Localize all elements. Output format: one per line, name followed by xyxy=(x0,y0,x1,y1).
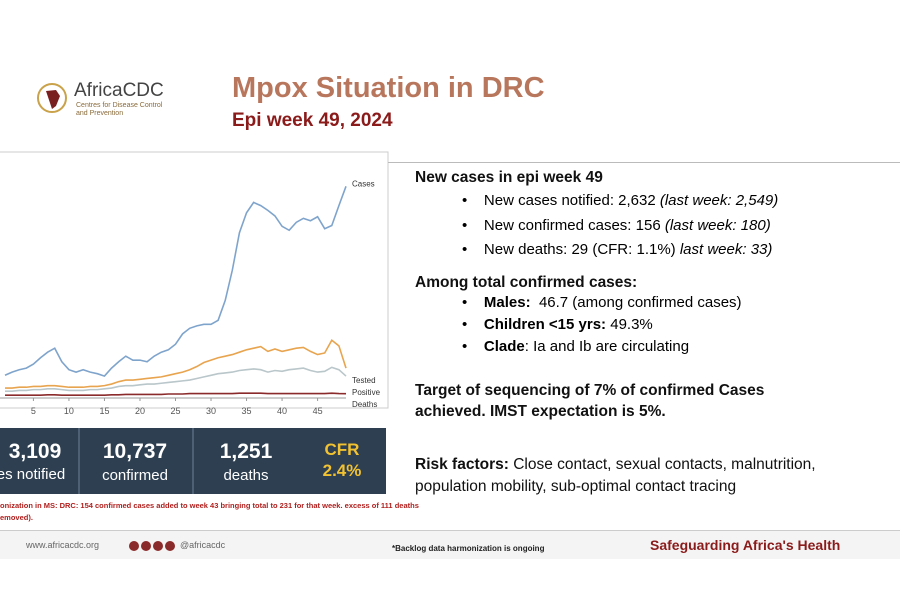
risk-factors: Risk factors: Close contact, sexual cont… xyxy=(415,454,816,498)
x-tick-label: 15 xyxy=(99,406,109,416)
risk-line: population mobility, sub-optimal contact… xyxy=(415,478,737,495)
series-line xyxy=(5,392,347,397)
title: Mpox Situation in DRC xyxy=(232,72,545,104)
chart-frame xyxy=(0,151,389,409)
logo-sub-line: and Prevention xyxy=(76,110,124,117)
series-label: Cases xyxy=(352,179,375,188)
series-label: Positive xyxy=(352,388,381,397)
logo-svg xyxy=(37,83,67,113)
stat-label: deaths xyxy=(223,467,269,484)
stat-value: 1,251 xyxy=(219,440,273,463)
footnote: onization in MS: DRC: 154 confirmed case… xyxy=(0,500,419,524)
bullet-text: : Ia and Ib are circulating xyxy=(524,338,690,355)
sequencing-line: Target of sequencing of 7% of confirmed … xyxy=(415,382,765,399)
series-label: Deaths xyxy=(352,400,377,409)
stat-value: 3,109 xyxy=(8,440,62,463)
x-tick-label: 30 xyxy=(206,406,216,416)
bullet-text: New cases notified: 2,632 xyxy=(483,192,660,209)
social-svg xyxy=(129,541,175,551)
footer-website: www.africacdc.org xyxy=(26,540,100,550)
bullet-bold: Males: xyxy=(483,294,531,311)
bullet: • New confirmed cases: 156 (last week: 1… xyxy=(462,217,771,234)
x-tick-label: 20 xyxy=(135,406,145,416)
cfr-value: 2.4% xyxy=(322,461,362,480)
logo-sub: Centres for Disease Control and Preventio… xyxy=(76,102,162,118)
x-tick-label: 25 xyxy=(170,406,180,416)
bullet: • New deaths: 29 (CFR: 1.1%) last week: … xyxy=(462,241,773,258)
series-label: Tested xyxy=(352,376,376,385)
footer-note: *Backlog data harmonization is ongoing xyxy=(392,544,545,553)
risk-line: Close contact, sexual contacts, malnutri… xyxy=(508,456,816,473)
stat-divider xyxy=(78,428,80,494)
bullet: • Males: 46.7 (among confirmed cases) xyxy=(462,294,742,311)
bullet: • Children <15 yrs: 49.3% xyxy=(462,316,653,333)
footnote-line: emoved). xyxy=(0,513,33,522)
stat-label: confirmed xyxy=(102,467,168,484)
x-tick-label: 45 xyxy=(313,406,323,416)
cfr-label: CFR xyxy=(324,440,360,459)
bullet-bold: Clade xyxy=(483,338,525,355)
series-line xyxy=(4,186,347,378)
logo-text: AfricaCDC xyxy=(74,80,164,101)
x-tick-label: 35 xyxy=(242,406,252,416)
stat-divider xyxy=(192,428,194,494)
series-line xyxy=(5,339,347,389)
bullet-text: New confirmed cases: 156 xyxy=(483,217,665,234)
sequencing-line: achieved. IMST expectation is 5%. xyxy=(415,403,666,420)
subtitle: Epi week 49, 2024 xyxy=(232,110,393,131)
risk-bold: Risk factors: xyxy=(415,456,509,473)
bullet-text: New deaths: 29 (CFR: 1.1%) xyxy=(483,241,680,258)
bullet: • Clade: Ia and Ib are circulating xyxy=(462,338,690,355)
bullet: • New cases notified: 2,632 (last week: … xyxy=(462,192,779,209)
bullet-italic: (last week: 180) xyxy=(664,217,771,234)
sequencing: Target of sequencing of 7% of confirmed … xyxy=(415,380,764,422)
bullet-italic: (last week: 2,549) xyxy=(659,192,779,209)
x-tick-label: 40 xyxy=(277,406,287,416)
stat-value: 10,737 xyxy=(102,440,168,463)
divider xyxy=(388,162,900,163)
section-heading: New cases in epi week 49 xyxy=(415,169,603,186)
footnote-line: onization in MS: DRC: 154 confirmed case… xyxy=(0,501,419,510)
bullet-text: 46.7 (among confirmed cases) xyxy=(530,294,742,311)
bullet-bold: Children <15 yrs: xyxy=(483,316,607,333)
footer-slogan: Safeguarding Africa's Health xyxy=(650,537,841,553)
footer-handle: @africacdc xyxy=(180,540,226,550)
stat-label: es notified xyxy=(0,466,66,483)
series-line xyxy=(5,366,347,393)
section-heading: Among total confirmed cases: xyxy=(415,274,638,291)
chart: 5 10 15 20 25 30 35 40 45 Cases Tested Positive Deat… xyxy=(0,151,389,416)
bullet-text: 49.3% xyxy=(606,316,653,333)
logo-icon xyxy=(36,82,72,114)
social-icons xyxy=(128,539,176,557)
logo-sub-line: Centres for Disease Control xyxy=(76,102,163,109)
bullet-italic: last week: 33) xyxy=(679,241,773,258)
x-tick-label: 5 xyxy=(31,406,36,416)
x-tick-label: 10 xyxy=(64,406,74,416)
